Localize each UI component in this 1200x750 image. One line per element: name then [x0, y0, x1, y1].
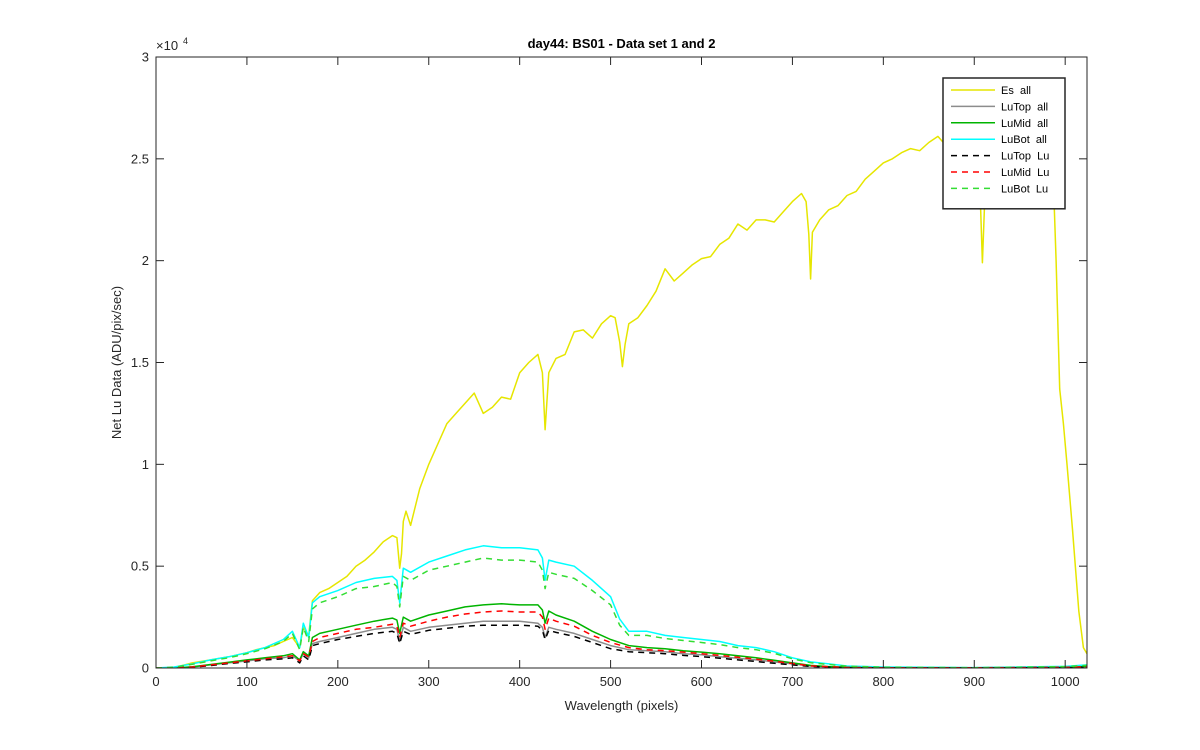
y-exponent-base: ×10: [156, 38, 178, 53]
y-axis-exponent: ×10 4: [156, 36, 188, 53]
legend-label: LuTop all: [1001, 101, 1048, 113]
y-axis-ticks: 0 0.5 1 1.5 2 2.5 3: [131, 50, 1087, 676]
y-exponent-power: 4: [183, 36, 188, 46]
x-tick-label: 400: [509, 674, 531, 689]
x-tick-label: 0: [152, 674, 159, 689]
y-tick-label: 1: [142, 457, 149, 472]
series-layer: [156, 125, 1087, 668]
x-tick-label: 600: [691, 674, 713, 689]
legend-label: LuBot Lu: [1001, 183, 1048, 195]
legend-label: LuTop Lu: [1001, 151, 1049, 163]
y-tick-label: 0: [142, 661, 149, 676]
legend-box: [942, 77, 1066, 210]
series-line-5: [156, 624, 1087, 668]
x-tick-label: 300: [418, 674, 440, 689]
legend-label: Es all: [1001, 85, 1031, 97]
x-axis-label: Wavelength (pixels): [565, 698, 679, 713]
x-axis-ticks: 0 100 200 300 400 500 600 700 800 900 1000: [152, 57, 1080, 689]
x-tick-label: 500: [600, 674, 622, 689]
y-tick-label: 1.5: [131, 355, 149, 370]
x-tick-label: 1000: [1051, 674, 1080, 689]
y-axis-label: Net Lu Data (ADU/pix/sec): [109, 286, 124, 439]
x-tick-label: 800: [872, 674, 894, 689]
y-tick-label: 2: [142, 253, 149, 268]
y-tick-label: 2.5: [131, 151, 149, 166]
y-tick-label: 3: [142, 50, 149, 65]
legend: Es all LuTop all LuMid all LuBot all LuTop L…: [942, 77, 1066, 210]
series-line-4: [156, 545, 1087, 668]
x-tick-label: 100: [236, 674, 258, 689]
x-tick-label: 900: [963, 674, 985, 689]
chart-title: day44: BS01 - Data set 1 and 2: [528, 36, 716, 51]
x-tick-label: 200: [327, 674, 349, 689]
series-line-7: [156, 557, 1087, 668]
legend-label: LuMid all: [1001, 118, 1048, 130]
series-line-3: [156, 603, 1087, 668]
legend-label: LuBot all: [1001, 134, 1047, 146]
y-tick-label: 0.5: [131, 559, 149, 574]
legend-label: LuMid Lu: [1001, 167, 1049, 179]
series-line-6: [156, 610, 1087, 668]
x-tick-label: 700: [782, 674, 804, 689]
